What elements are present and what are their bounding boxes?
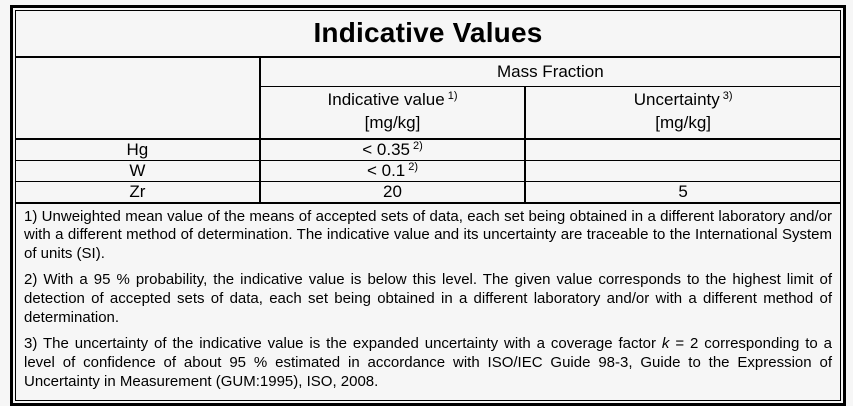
uncertainty-cell: 5	[524, 180, 842, 204]
uncertainty-column-header: Uncertainty 3) [mg/kg]	[524, 86, 842, 140]
footnote-ref-3: 3)	[722, 90, 733, 103]
value-text: < 0.35	[362, 139, 410, 159]
element-column-corner-cell	[14, 56, 261, 140]
group-header-row: Mass Fraction	[14, 56, 841, 140]
footnote-3-text-after: = 2 corresponding to a level of confiden…	[24, 334, 832, 390]
uncertainty-cell	[524, 159, 842, 182]
uncertainty-unit: [mg/kg]	[655, 113, 712, 133]
indicative-value-cell: < 0.35 2)	[258, 138, 526, 161]
indicative-value-cell: 20	[258, 180, 526, 204]
uncertainty-label: Uncertainty	[633, 90, 720, 110]
table-row-zr: Zr 20 5	[14, 180, 842, 204]
title-row: Indicative Values	[15, 10, 841, 58]
table-row-w: W < 0.1 2)	[14, 159, 842, 182]
footnote-ref-2: 2)	[412, 139, 423, 152]
element-name: Zr	[14, 180, 261, 204]
indicative-values-table-frame: Indicative Values Mass Fraction Indicati…	[10, 5, 846, 406]
indicative-value-column-header: Indicative value 1) [mg/kg]	[258, 86, 526, 140]
footnote-1: 1) Unweighted mean value of the means of…	[24, 207, 832, 263]
coverage-factor-k: k	[661, 334, 670, 352]
value-text: < 0.1	[366, 160, 406, 180]
indicative-value-cell: < 0.1 2)	[258, 159, 526, 182]
indicative-values-table: Indicative Values Mass Fraction Indicati…	[14, 10, 842, 401]
footnote-ref-2: 2)	[408, 160, 419, 173]
footnotes-row: 1) Unweighted mean value of the means of…	[15, 201, 841, 401]
footnote-3: 3) The uncertainty of the indicative val…	[24, 335, 832, 392]
indicative-value-unit: [mg/kg]	[364, 113, 421, 133]
footnotes-section: 1) Unweighted mean value of the means of…	[15, 201, 841, 401]
element-name: Hg	[14, 138, 261, 161]
indicative-value-label: Indicative value	[327, 90, 445, 110]
footnote-ref-1: 1)	[447, 90, 458, 103]
footnote-2: 2) With a 95 % probability, the indicati…	[24, 271, 832, 326]
column-header-row: Indicative value 1) [mg/kg] Uncertainty 3)…	[16, 86, 842, 140]
table-row-hg: Hg < 0.35 2)	[14, 138, 842, 161]
element-name: W	[14, 159, 261, 182]
uncertainty-cell	[524, 138, 842, 161]
mass-fraction-group-header: Mass Fraction	[258, 56, 841, 87]
table-title: Indicative Values	[15, 10, 841, 58]
footnote-3-text-before: 3) The uncertainty of the indicative val…	[24, 334, 662, 352]
